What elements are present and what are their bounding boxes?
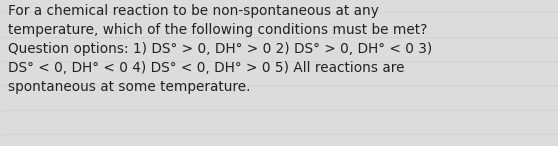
Text: For a chemical reaction to be non-spontaneous at any
temperature, which of the f: For a chemical reaction to be non-sponta… (8, 4, 432, 94)
